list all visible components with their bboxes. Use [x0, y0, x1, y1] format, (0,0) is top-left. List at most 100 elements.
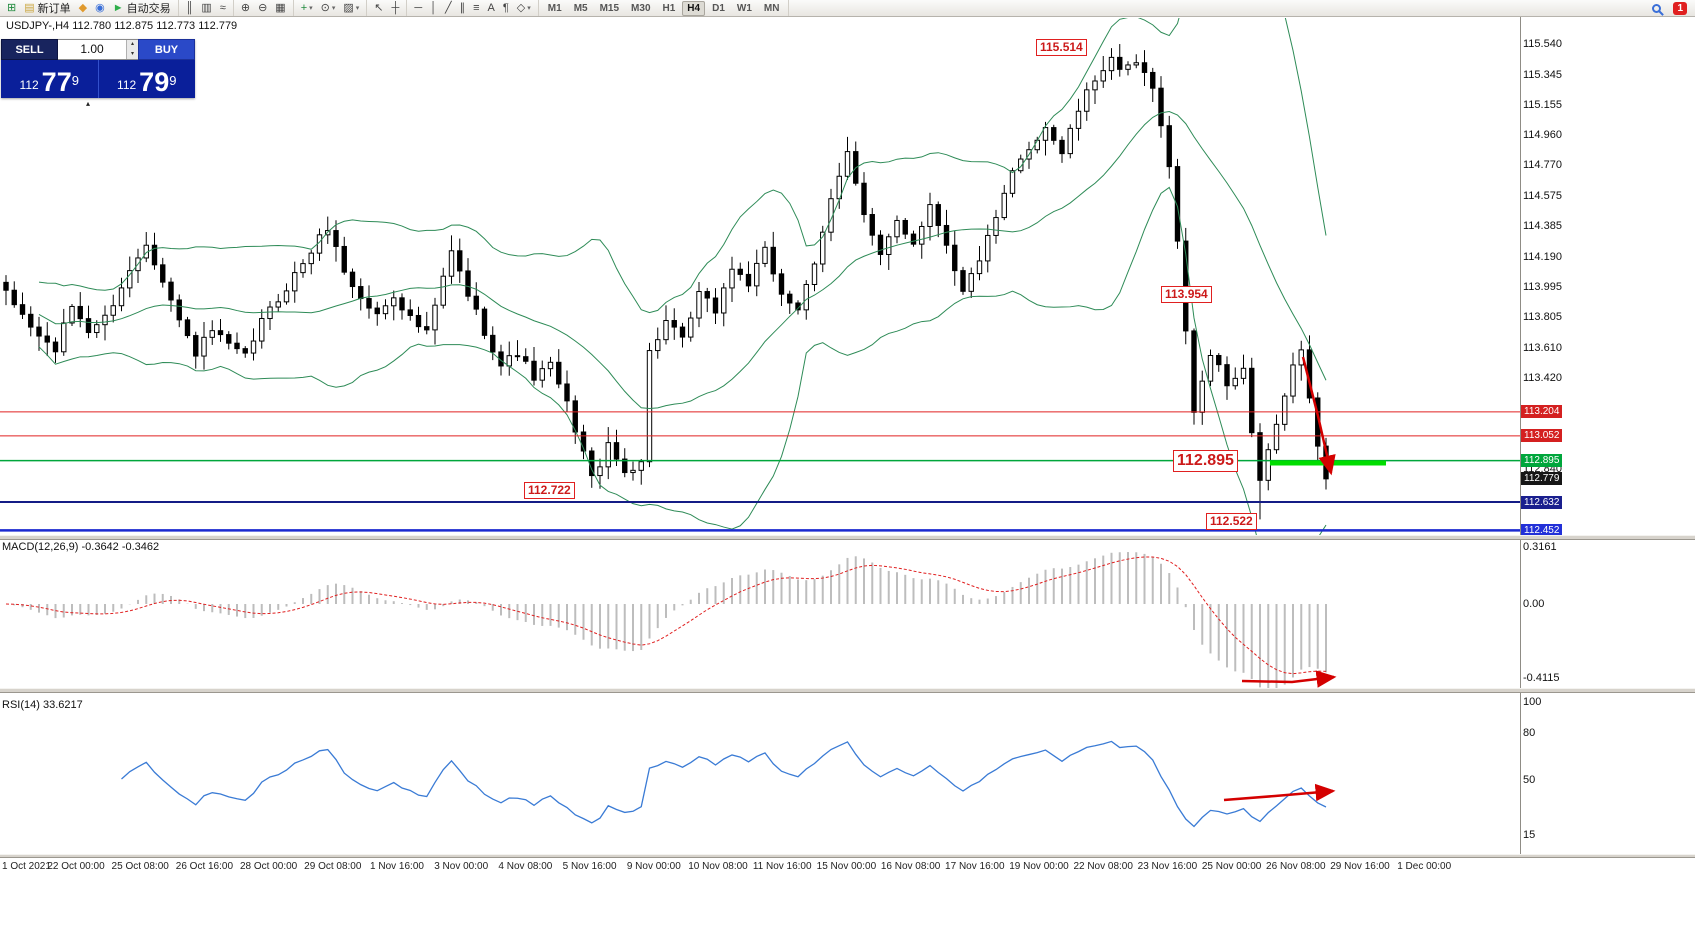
chevron-down-icon[interactable]: ▾: [331, 5, 336, 12]
price-flag-115.514[interactable]: 115.514: [1036, 39, 1087, 56]
chart-line-icon-button[interactable]: ≈: [217, 1, 229, 16]
shapes-icon-button[interactable]: ◇ ▾: [514, 1, 534, 16]
price-axis-label: 113.610: [1523, 341, 1562, 354]
volume-down-icon[interactable]: ▾: [127, 49, 138, 59]
chevron-down-icon[interactable]: ▾: [309, 5, 313, 12]
fibonacci-icon-button[interactable]: ≡: [470, 1, 482, 16]
timeframe-d1-button[interactable]: D1: [712, 2, 725, 14]
chart-bars-icon-button[interactable]: ║: [183, 1, 197, 16]
buy-button[interactable]: BUY: [138, 39, 195, 60]
time-axis-label: 22 Nov 08:00: [1073, 861, 1133, 872]
volume-input[interactable]: 1.00 ▴ ▾: [58, 39, 138, 60]
timeframe-m15-button[interactable]: M15: [599, 2, 620, 14]
price-axis-label: 115.345: [1523, 68, 1562, 81]
rsi-axis-label: 80: [1523, 727, 1536, 740]
time-axis-label: 15 Nov 00:00: [816, 861, 877, 872]
timeframe-h4-button[interactable]: H4: [682, 0, 706, 16]
chart-candles-icon-button[interactable]: ▥: [198, 1, 214, 16]
bid-prefix: 112: [19, 78, 39, 92]
timeframe-mn-button[interactable]: MN: [763, 2, 780, 14]
time-axis-label: 29 Nov 16:00: [1330, 861, 1390, 872]
hline-icon-button[interactable]: ─: [411, 1, 425, 16]
timeframe-m30-button[interactable]: M30: [631, 2, 651, 14]
new-chart-icon-button[interactable]: ⊞: [4, 1, 19, 16]
price-chart-layer[interactable]: [0, 0, 1520, 583]
chevron-down-icon[interactable]: ▾: [355, 5, 360, 12]
timeframe-w1-button[interactable]: W1: [736, 2, 752, 14]
text-icon-button[interactable]: A: [485, 1, 498, 16]
trendline-icon-button[interactable]: ╱: [442, 1, 455, 16]
volume-value[interactable]: 1.00: [80, 42, 104, 56]
time-axis-label: 25 Nov 00:00: [1201, 861, 1262, 872]
rsi-timeaxis-splitter[interactable]: [0, 854, 1695, 858]
chart-macd-splitter[interactable]: [0, 535, 1695, 540]
price-axis-label: 114.190: [1523, 250, 1562, 263]
price-axis-label: 113.420: [1523, 371, 1562, 384]
metaeditor-icon: ◆: [78, 1, 88, 14]
channel-icon: ∥: [459, 1, 466, 14]
price-axis-label: 114.770: [1523, 159, 1562, 172]
crosshair-icon: ┼: [391, 1, 400, 14]
text-icon: A: [487, 1, 495, 14]
new-order-button-button[interactable]: ▤ 新订单: [21, 1, 73, 16]
bid-sup-digit: 9: [71, 73, 79, 88]
macd-layer[interactable]: [5, 552, 1337, 690]
chevron-down-icon[interactable]: ▾: [527, 5, 531, 12]
time-axis-label: 16 Nov 08:00: [880, 861, 941, 872]
toolbar-group: ║ ▥ ≈: [179, 0, 234, 16]
price-flag-112.722[interactable]: 112.722: [524, 482, 575, 499]
macd-flat-arrow[interactable]: [1241, 670, 1337, 688]
zoom-out-icon-button[interactable]: ⊖: [255, 1, 270, 16]
new-order-button-label: 新订单: [37, 3, 71, 15]
ask-sup-digit: 9: [169, 73, 177, 88]
rsi-header: RSI(14) 33.6217: [2, 699, 83, 711]
tile-windows-icon-button[interactable]: ▦: [272, 1, 288, 16]
rsi-layer[interactable]: [121, 740, 1336, 828]
fibonacci-icon: ≡: [473, 1, 480, 14]
price-axis-tag: 113.204: [1521, 405, 1563, 419]
zoom-in-icon: ⊕: [240, 1, 251, 14]
price-axis-label: 113.805: [1523, 311, 1562, 324]
macd-rsi-splitter[interactable]: [0, 688, 1695, 693]
ask-price-display[interactable]: 112 79 9: [99, 60, 196, 98]
chat-icon-button[interactable]: ◉: [92, 1, 108, 16]
rsi-flat-arrow[interactable]: [1223, 783, 1336, 802]
price-flag-112.895[interactable]: 112.895: [1173, 450, 1238, 472]
cursor-icon-button[interactable]: ↖: [371, 1, 386, 16]
indicators-icon-button[interactable]: + ▾: [298, 1, 316, 16]
label-icon-button[interactable]: ¶: [500, 1, 512, 16]
timeframe-h1-button[interactable]: H1: [662, 2, 676, 14]
macd-axis-label: 0.00: [1523, 598, 1545, 610]
search-icon[interactable]: [1652, 3, 1662, 13]
periods-icon-button[interactable]: ⊙ ▾: [318, 1, 339, 16]
autotrading-button-button[interactable]: ► 自动交易: [110, 1, 174, 16]
templates-icon-button[interactable]: ▨ ▾: [340, 1, 362, 16]
metaeditor-icon-button[interactable]: ◆: [76, 1, 90, 16]
sell-button[interactable]: SELL: [1, 39, 58, 60]
toolbar-button-groups: ⊞ ▤ 新订单 ◆ ◉ ► 自动交易 ║ ▥ ≈ ⊕ ⊖ ▦ + ▾ ⊙ ▾ ▨ ▾ ↖ ┼ ─ │ ╱ ∥ ≡ A ¶ ◇ ▾ M1 M5 M…: [0, 0, 790, 16]
chart-bars-icon: ║: [185, 1, 194, 14]
volume-up-icon[interactable]: ▴: [127, 40, 138, 50]
timeframe-m1-button[interactable]: M1: [547, 2, 562, 14]
time-axis-label: 1 Nov 16:00: [370, 861, 424, 872]
rsi-axis-label: 50: [1523, 774, 1536, 786]
bid-price-display[interactable]: 112 77 9: [1, 60, 99, 98]
timeframe-m5-button[interactable]: M5: [573, 2, 588, 14]
crosshair-icon-button[interactable]: ┼: [389, 1, 403, 16]
price-axis-tag: 112.452: [1521, 523, 1563, 537]
vline-icon-button[interactable]: │: [427, 1, 440, 16]
time-axis-label: 9 Nov 00:00: [626, 861, 681, 872]
chart-down-arrow[interactable]: [1301, 356, 1336, 476]
notification-badge[interactable]: 1: [1673, 1, 1687, 15]
price-flag-113.954[interactable]: 113.954: [1161, 286, 1212, 303]
one-click-collapse-icon[interactable]: ▴: [86, 99, 91, 108]
channel-icon-button[interactable]: ∥: [457, 1, 469, 16]
price-flag-112.522[interactable]: 112.522: [1206, 513, 1257, 530]
zoom-in-icon-button[interactable]: ⊕: [238, 1, 253, 16]
price-axis-label: 115.540: [1523, 38, 1562, 50]
macd-axis-label: 0.3161: [1523, 541, 1557, 554]
price-axis-tag: 112.895: [1521, 454, 1563, 468]
price-axis-label: 114.960: [1523, 129, 1562, 142]
price-axis-separator: [1520, 17, 1521, 858]
